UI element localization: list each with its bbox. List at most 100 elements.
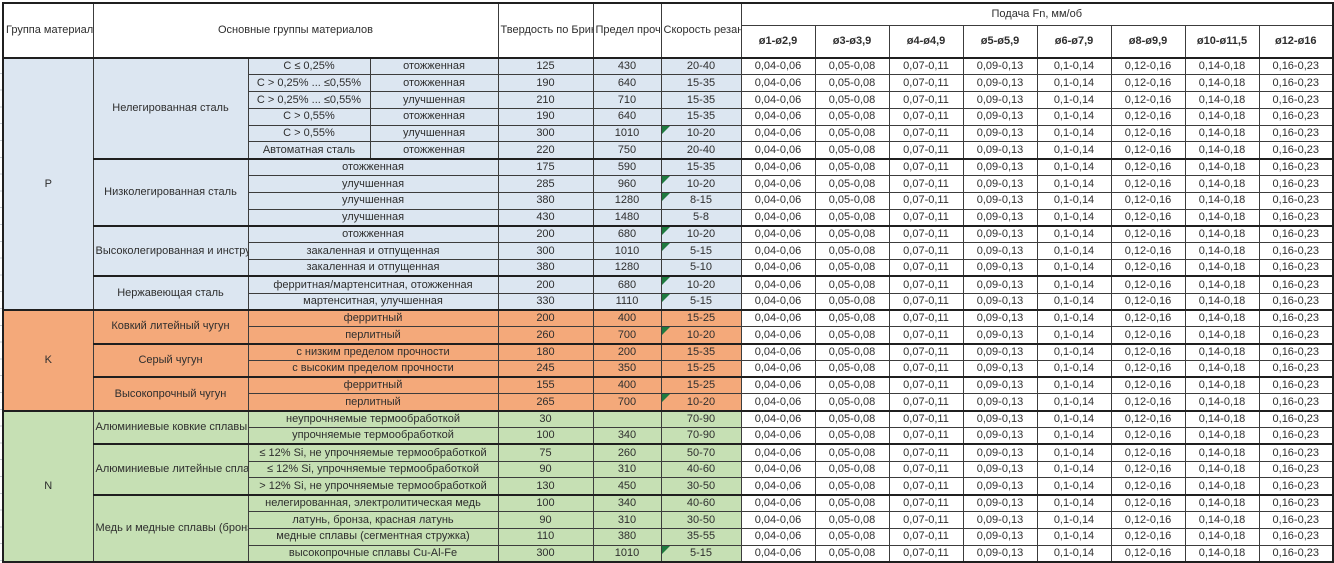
cell-feed-value[interactable]: 0,07-0,11 bbox=[888, 191, 964, 210]
cell-speed-vc[interactable]: 20-40 bbox=[660, 141, 742, 160]
cell-feed-value[interactable]: 0,05-0,08 bbox=[814, 57, 890, 76]
cell-speed-vc[interactable]: 20-40 bbox=[660, 57, 742, 76]
cell-hardness-hb[interactable]: 180 bbox=[497, 342, 594, 361]
cell-subtype[interactable]: C ≤ 0,25% bbox=[247, 57, 371, 76]
cell-hardness-hb[interactable]: 220 bbox=[497, 141, 594, 160]
cell-strength-rm[interactable]: 1110 bbox=[592, 292, 662, 311]
cell-feed-value[interactable]: 0,07-0,11 bbox=[888, 527, 964, 546]
cell-feed-value[interactable]: 0,1-0,14 bbox=[1036, 409, 1112, 429]
cell-feed-value[interactable]: 0,16-0,23 bbox=[1258, 393, 1334, 412]
cell-feed-value[interactable]: 0,07-0,11 bbox=[888, 326, 964, 345]
cell-hardness-hb[interactable]: 175 bbox=[497, 157, 594, 177]
cell-hardness-hb[interactable]: 260 bbox=[497, 326, 594, 345]
cell-strength-rm[interactable]: 680 bbox=[592, 224, 662, 244]
cell-family-name[interactable]: Серый чугун bbox=[92, 342, 249, 378]
cell-strength-rm[interactable]: 590 bbox=[592, 157, 662, 177]
cell-speed-vc[interactable]: 30-50 bbox=[660, 511, 742, 529]
cell-feed-value[interactable]: 0,09-0,13 bbox=[962, 460, 1038, 479]
cell-feed-value[interactable]: 0,12-0,16 bbox=[1110, 443, 1186, 462]
cell-speed-vc[interactable]: 15-35 bbox=[660, 74, 742, 93]
cell-feed-value[interactable]: 0,09-0,13 bbox=[962, 477, 1038, 496]
cell-strength-rm[interactable]: 340 bbox=[592, 493, 662, 513]
cell-feed-value[interactable]: 0,09-0,13 bbox=[962, 393, 1038, 412]
cell-strength-rm[interactable]: 200 bbox=[592, 342, 662, 361]
cell-feed-value[interactable]: 0,1-0,14 bbox=[1036, 326, 1112, 345]
cell-feed-value[interactable]: 0,1-0,14 bbox=[1036, 342, 1112, 361]
cell-feed-value[interactable]: 0,07-0,11 bbox=[888, 259, 964, 277]
cell-feed-value[interactable]: 0,07-0,11 bbox=[888, 224, 964, 244]
cell-feed-value[interactable]: 0,09-0,13 bbox=[962, 208, 1038, 227]
cell-feed-value[interactable]: 0,16-0,23 bbox=[1258, 175, 1334, 193]
cell-feed-value[interactable]: 0,05-0,08 bbox=[814, 477, 890, 496]
cell-feed-value[interactable]: 0,05-0,08 bbox=[814, 74, 890, 93]
cell-feed-value[interactable]: 0,14-0,18 bbox=[1184, 511, 1260, 529]
cell-feed-value[interactable]: 0,04-0,06 bbox=[740, 275, 816, 294]
cell-condition[interactable]: с высоким пределом прочности bbox=[247, 359, 499, 378]
cell-feed-value[interactable]: 0,04-0,06 bbox=[740, 141, 816, 160]
cell-hardness-hb[interactable]: 200 bbox=[497, 308, 594, 328]
cell-feed-value[interactable]: 0,14-0,18 bbox=[1184, 427, 1260, 445]
cell-subtype[interactable]: C > 0,25% ... ≤0,55% bbox=[247, 74, 371, 93]
cell-feed-value[interactable]: 0,09-0,13 bbox=[962, 427, 1038, 445]
cell-speed-vc[interactable]: 50-70 bbox=[660, 443, 742, 462]
cell-feed-value[interactable]: 0,04-0,06 bbox=[740, 191, 816, 210]
cell-feed-value[interactable]: 0,07-0,11 bbox=[888, 175, 964, 193]
cell-feed-value[interactable]: 0,04-0,06 bbox=[740, 477, 816, 496]
cell-feed-value[interactable]: 0,12-0,16 bbox=[1110, 157, 1186, 177]
cell-feed-value[interactable]: 0,14-0,18 bbox=[1184, 157, 1260, 177]
cell-condition[interactable]: латунь, бронза, красная латунь bbox=[247, 511, 499, 529]
cell-feed-value[interactable]: 0,12-0,16 bbox=[1110, 427, 1186, 445]
cell-speed-vc[interactable]: 10-20 bbox=[660, 393, 742, 412]
cell-strength-rm[interactable]: 450 bbox=[592, 477, 662, 496]
cell-condition[interactable]: перлитный bbox=[247, 326, 499, 345]
cell-feed-value[interactable]: 0,07-0,11 bbox=[888, 393, 964, 412]
cell-feed-value[interactable]: 0,14-0,18 bbox=[1184, 208, 1260, 227]
header-feed-diameter[interactable]: ø10-ø11,5 bbox=[1184, 24, 1260, 59]
cell-strength-rm[interactable]: 1280 bbox=[592, 191, 662, 210]
cell-condition[interactable]: нелегированная, электролитическая медь bbox=[247, 493, 499, 513]
cell-condition[interactable]: ферритный bbox=[247, 308, 499, 328]
cell-feed-value[interactable]: 0,1-0,14 bbox=[1036, 74, 1112, 93]
cell-feed-value[interactable]: 0,12-0,16 bbox=[1110, 107, 1186, 126]
cell-strength-rm[interactable]: 700 bbox=[592, 326, 662, 345]
cell-feed-value[interactable]: 0,16-0,23 bbox=[1258, 141, 1334, 160]
cell-feed-value[interactable]: 0,1-0,14 bbox=[1036, 544, 1112, 563]
cell-feed-value[interactable]: 0,09-0,13 bbox=[962, 376, 1038, 395]
cell-feed-value[interactable]: 0,07-0,11 bbox=[888, 107, 964, 126]
cell-speed-vc[interactable]: 15-35 bbox=[660, 342, 742, 361]
header-feed-diameter[interactable]: ø3-ø3,9 bbox=[814, 24, 890, 59]
cell-strength-rm[interactable]: 310 bbox=[592, 460, 662, 479]
cell-feed-value[interactable]: 0,1-0,14 bbox=[1036, 359, 1112, 378]
cell-feed-value[interactable]: 0,07-0,11 bbox=[888, 141, 964, 160]
cell-feed-value[interactable]: 0,16-0,23 bbox=[1258, 242, 1334, 261]
cell-feed-value[interactable]: 0,12-0,16 bbox=[1110, 208, 1186, 227]
cell-speed-vc[interactable]: 40-60 bbox=[660, 493, 742, 513]
cell-strength-rm[interactable]: 640 bbox=[592, 74, 662, 93]
cell-hardness-hb[interactable]: 190 bbox=[497, 74, 594, 93]
cell-feed-value[interactable]: 0,05-0,08 bbox=[814, 326, 890, 345]
cell-feed-value[interactable]: 0,07-0,11 bbox=[888, 460, 964, 479]
cell-feed-value[interactable]: 0,16-0,23 bbox=[1258, 124, 1334, 143]
cell-strength-rm[interactable]: 710 bbox=[592, 91, 662, 109]
cell-hardness-hb[interactable]: 380 bbox=[497, 259, 594, 277]
cell-feed-value[interactable]: 0,04-0,06 bbox=[740, 124, 816, 143]
header-tensile-strength[interactable]: Предел прочности Rm, Н/мм2 bbox=[592, 2, 662, 59]
cell-feed-value[interactable]: 0,1-0,14 bbox=[1036, 511, 1112, 529]
cell-hardness-hb[interactable]: 300 bbox=[497, 242, 594, 261]
cell-feed-value[interactable]: 0,12-0,16 bbox=[1110, 393, 1186, 412]
cell-condition[interactable]: улучшенная bbox=[369, 124, 499, 143]
cell-feed-value[interactable]: 0,04-0,06 bbox=[740, 259, 816, 277]
cell-feed-value[interactable]: 0,04-0,06 bbox=[740, 208, 816, 227]
cell-feed-value[interactable]: 0,04-0,06 bbox=[740, 511, 816, 529]
cell-feed-value[interactable]: 0,1-0,14 bbox=[1036, 208, 1112, 227]
cell-feed-value[interactable]: 0,16-0,23 bbox=[1258, 91, 1334, 109]
cell-hardness-hb[interactable]: 200 bbox=[497, 224, 594, 244]
cell-hardness-hb[interactable]: 30 bbox=[497, 409, 594, 429]
cell-speed-vc[interactable]: 40-60 bbox=[660, 460, 742, 479]
cell-feed-value[interactable]: 0,14-0,18 bbox=[1184, 275, 1260, 294]
cell-feed-value[interactable]: 0,12-0,16 bbox=[1110, 409, 1186, 429]
cell-feed-value[interactable]: 0,09-0,13 bbox=[962, 107, 1038, 126]
cell-hardness-hb[interactable]: 100 bbox=[497, 427, 594, 445]
cell-speed-vc[interactable]: 15-35 bbox=[660, 91, 742, 109]
cell-hardness-hb[interactable]: 380 bbox=[497, 191, 594, 210]
